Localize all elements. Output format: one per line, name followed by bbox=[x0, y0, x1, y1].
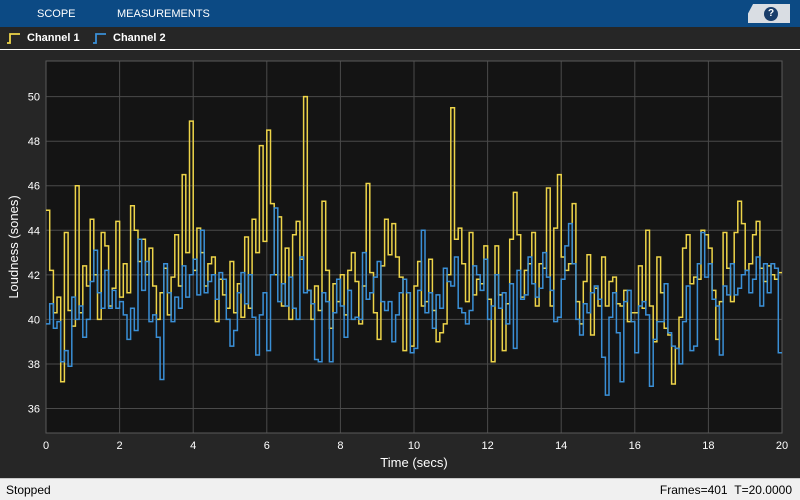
x-tick-label: 4 bbox=[190, 440, 196, 452]
x-tick-label: 16 bbox=[629, 440, 641, 452]
toolstrip: SCOPE MEASUREMENTS ? bbox=[0, 0, 800, 27]
tab-measurements[interactable]: MEASUREMENTS bbox=[117, 8, 210, 20]
x-tick-label: 20 bbox=[776, 440, 788, 452]
y-tick-label: 46 bbox=[28, 181, 40, 193]
legend-swatch-channel-1 bbox=[7, 33, 20, 44]
series-line-channel-2[interactable] bbox=[46, 207, 782, 396]
y-axis-label: Loudness (sones) bbox=[6, 195, 21, 298]
y-tick-label: 40 bbox=[28, 314, 40, 326]
x-tick-label: 2 bbox=[117, 440, 123, 452]
plot-frame bbox=[45, 60, 783, 434]
series-line-channel-1[interactable] bbox=[46, 95, 782, 385]
y-tick-label: 48 bbox=[28, 136, 40, 148]
x-tick-label: 0 bbox=[43, 440, 49, 452]
status-bar: Stopped Frames=401 T=20.0000 bbox=[0, 478, 800, 500]
y-tick-label: 42 bbox=[28, 270, 40, 282]
x-axis-label: Time (secs) bbox=[380, 455, 447, 470]
help-icon[interactable]: ? bbox=[764, 7, 778, 21]
legend-item-channel-2[interactable]: Channel 2 bbox=[92, 27, 166, 49]
y-tick-label: 36 bbox=[28, 403, 40, 415]
legend-label-channel-1: Channel 1 bbox=[27, 32, 80, 44]
legend-divider bbox=[0, 49, 800, 50]
x-tick-label: 12 bbox=[481, 440, 493, 452]
x-tick-label: 14 bbox=[555, 440, 567, 452]
tab-scope[interactable]: SCOPE bbox=[37, 8, 76, 20]
x-tick-label: 8 bbox=[337, 440, 343, 452]
x-tick-label: 18 bbox=[702, 440, 714, 452]
x-tick-label: 10 bbox=[408, 440, 420, 452]
y-tick-label: 38 bbox=[28, 359, 40, 371]
legend-swatch-channel-2 bbox=[93, 33, 106, 44]
status-state: Stopped bbox=[6, 483, 51, 497]
status-readout: Frames=401 T=20.0000 bbox=[660, 483, 792, 497]
y-tick-label: 44 bbox=[28, 225, 40, 237]
legend-label-channel-2: Channel 2 bbox=[113, 32, 166, 44]
time-readout: T=20.0000 bbox=[734, 483, 792, 497]
legend: Channel 1 Channel 2 bbox=[0, 27, 800, 49]
x-tick-label: 6 bbox=[264, 440, 270, 452]
frames-readout: Frames=401 bbox=[659, 483, 728, 497]
legend-item-channel-1[interactable]: Channel 1 bbox=[6, 27, 80, 49]
y-tick-label: 50 bbox=[28, 92, 40, 104]
